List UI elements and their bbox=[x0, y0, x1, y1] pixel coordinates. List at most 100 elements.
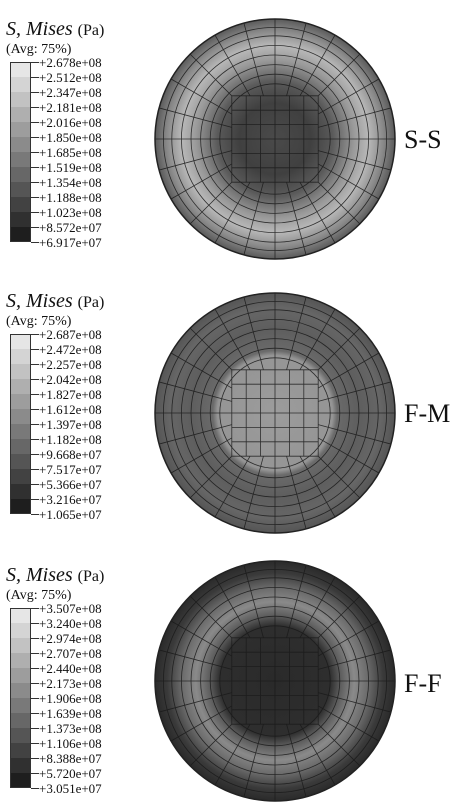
scale-swatch bbox=[10, 212, 31, 227]
scale-tick bbox=[31, 608, 39, 609]
stress-contour-disc bbox=[154, 560, 396, 802]
scale-tick bbox=[31, 379, 39, 380]
legend-unit: (Pa) bbox=[77, 294, 105, 311]
color-scale: +2.687e+08 +2.472e+08 +2.257e+08 +2.042e+08… bbox=[6, 328, 156, 526]
scale-tick bbox=[31, 242, 39, 243]
scale-value-label: +8.572e+07 bbox=[39, 220, 102, 235]
scale-swatch bbox=[10, 499, 31, 514]
scale-value-label: +2.042e+08 bbox=[39, 372, 102, 387]
scale-value-label: +1.065e+07 bbox=[39, 507, 102, 522]
scale-tick bbox=[31, 349, 39, 350]
scale-tick bbox=[31, 334, 39, 335]
scale-swatch bbox=[10, 683, 31, 698]
panel-f-m: S, Mises (Pa) (Avg: 75%) +2.687e+08 +2.47… bbox=[0, 270, 459, 540]
legend-average: (Avg: 75%) bbox=[6, 588, 72, 603]
legend-unit: (Pa) bbox=[77, 568, 105, 585]
case-label: F-F bbox=[404, 669, 442, 698]
scale-value-label: +2.512e+08 bbox=[39, 70, 102, 85]
scale-tick bbox=[31, 227, 39, 228]
scale-swatch bbox=[10, 197, 31, 212]
disc-outline bbox=[154, 18, 396, 260]
scale-value-label: +2.257e+08 bbox=[39, 357, 102, 372]
scale-tick bbox=[31, 394, 39, 395]
legend-variable: S, Mises bbox=[6, 290, 73, 312]
scale-value-label: +1.188e+08 bbox=[39, 190, 102, 205]
scale-value-label: +2.707e+08 bbox=[39, 646, 102, 661]
scale-value-label: +2.181e+08 bbox=[39, 100, 102, 115]
scale-tick bbox=[31, 454, 39, 455]
scale-tick bbox=[31, 137, 39, 138]
legend: S, Mises (Pa) (Avg: 75%) +2.687e+08 +2.47… bbox=[6, 290, 156, 526]
color-scale: +3.507e+08 +3.240e+08 +2.974e+08 +2.707e+08… bbox=[6, 602, 156, 800]
scale-tick bbox=[31, 743, 39, 744]
scale-tick bbox=[31, 638, 39, 639]
legend: S, Mises (Pa) (Avg: 75%) +3.507e+08 +3.24… bbox=[6, 564, 156, 800]
scale-tick bbox=[31, 683, 39, 684]
scale-swatch bbox=[10, 668, 31, 683]
scale-tick bbox=[31, 514, 39, 515]
scale-swatch bbox=[10, 334, 31, 349]
scale-swatch bbox=[10, 424, 31, 439]
scale-tick bbox=[31, 668, 39, 669]
scale-tick bbox=[31, 107, 39, 108]
scale-value-label: +2.440e+08 bbox=[39, 661, 102, 676]
scale-tick bbox=[31, 424, 39, 425]
scale-swatch bbox=[10, 182, 31, 197]
stress-contour-disc bbox=[154, 18, 396, 260]
scale-tick bbox=[31, 484, 39, 485]
scale-value-label: +3.240e+08 bbox=[39, 616, 102, 631]
scale-value-label: +2.974e+08 bbox=[39, 631, 102, 646]
scale-swatch bbox=[10, 653, 31, 668]
scale-tick bbox=[31, 122, 39, 123]
panel-s-s: S, Mises (Pa) (Avg: 75%) +2.678e+08 +2.51… bbox=[0, 0, 459, 270]
scale-value-label: +1.827e+08 bbox=[39, 387, 102, 402]
legend-average: (Avg: 75%) bbox=[6, 42, 72, 57]
disc-outline bbox=[154, 292, 396, 534]
legend-title: S, Mises (Pa) bbox=[6, 564, 156, 588]
scale-value-label: +3.507e+08 bbox=[39, 601, 102, 616]
color-scale: +2.678e+08 +2.512e+08 +2.347e+08 +2.181e+08… bbox=[6, 56, 156, 254]
scale-value-label: +1.685e+08 bbox=[39, 145, 102, 160]
scale-tick bbox=[31, 773, 39, 774]
scale-value-label: +3.051e+07 bbox=[39, 781, 102, 796]
disc-outline bbox=[154, 560, 396, 802]
scale-swatch bbox=[10, 743, 31, 758]
scale-swatch bbox=[10, 62, 31, 77]
scale-value-label: +7.517e+07 bbox=[39, 462, 102, 477]
scale-swatch bbox=[10, 137, 31, 152]
scale-tick bbox=[31, 364, 39, 365]
scale-swatch bbox=[10, 409, 31, 424]
scale-value-label: +9.668e+07 bbox=[39, 447, 102, 462]
scale-tick bbox=[31, 77, 39, 78]
scale-swatch bbox=[10, 638, 31, 653]
scale-swatch bbox=[10, 364, 31, 379]
legend: S, Mises (Pa) (Avg: 75%) +2.678e+08 +2.51… bbox=[6, 18, 156, 254]
scale-swatch bbox=[10, 227, 31, 242]
scale-value-label: +1.106e+08 bbox=[39, 736, 102, 751]
scale-tick bbox=[31, 499, 39, 500]
scale-value-label: +5.720e+07 bbox=[39, 766, 102, 781]
scale-value-label: +8.388e+07 bbox=[39, 751, 102, 766]
scale-value-label: +1.397e+08 bbox=[39, 417, 102, 432]
scale-swatch bbox=[10, 152, 31, 167]
scale-value-label: +3.216e+07 bbox=[39, 492, 102, 507]
scale-swatch bbox=[10, 394, 31, 409]
scale-tick bbox=[31, 212, 39, 213]
scale-swatch bbox=[10, 469, 31, 484]
scale-swatch bbox=[10, 713, 31, 728]
scale-value-label: +2.678e+08 bbox=[39, 55, 102, 70]
scale-tick bbox=[31, 439, 39, 440]
scale-value-label: +1.639e+08 bbox=[39, 706, 102, 721]
finite-element-mesh bbox=[155, 293, 395, 533]
legend-title: S, Mises (Pa) bbox=[6, 290, 156, 314]
scale-swatch bbox=[10, 484, 31, 499]
scale-value-label: +2.347e+08 bbox=[39, 85, 102, 100]
scale-swatch bbox=[10, 623, 31, 638]
scale-swatch bbox=[10, 167, 31, 182]
scale-swatch bbox=[10, 454, 31, 469]
scale-swatch bbox=[10, 107, 31, 122]
scale-swatch bbox=[10, 379, 31, 394]
scale-swatch bbox=[10, 122, 31, 137]
scale-value-label: +1.612e+08 bbox=[39, 402, 102, 417]
scale-value-label: +6.917e+07 bbox=[39, 235, 102, 250]
